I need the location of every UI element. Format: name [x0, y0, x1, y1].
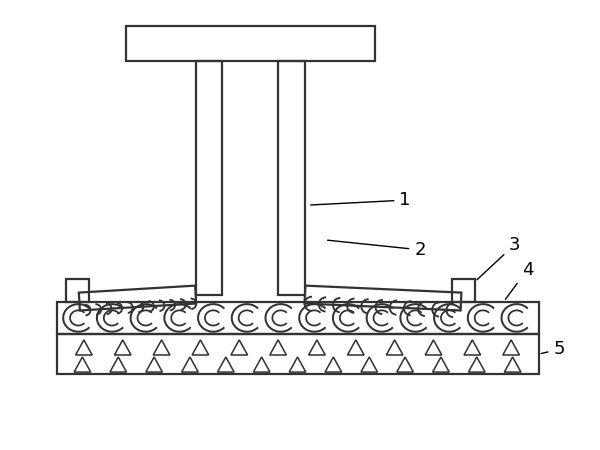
Text: 2: 2	[328, 240, 426, 259]
Text: 5: 5	[541, 340, 565, 358]
Text: 3: 3	[477, 236, 520, 280]
Text: 4: 4	[505, 261, 533, 299]
Text: 1: 1	[311, 191, 411, 209]
